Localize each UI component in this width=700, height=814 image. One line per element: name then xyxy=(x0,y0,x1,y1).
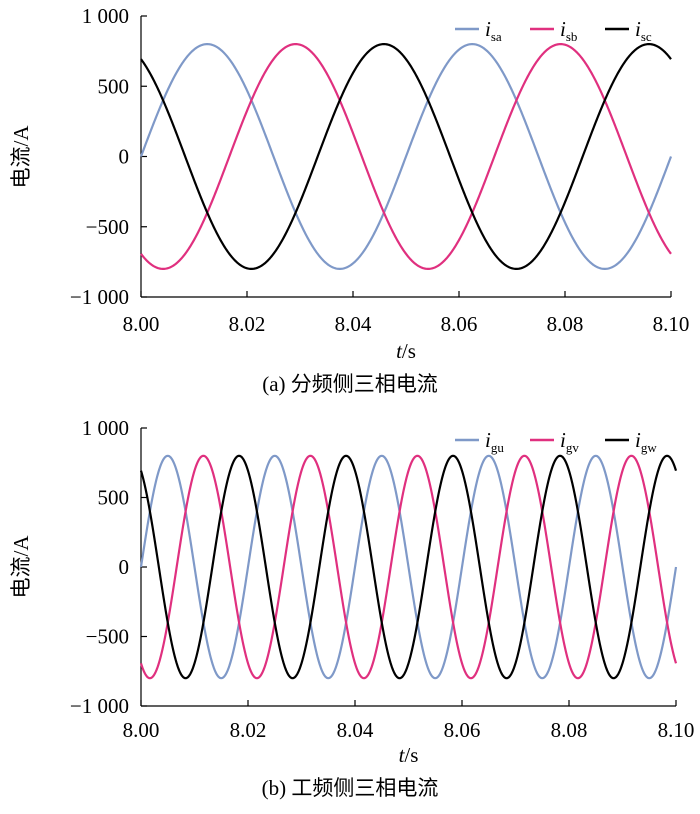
x-tick-label: 8.00 xyxy=(123,718,160,742)
x-tick-label: 8.04 xyxy=(335,312,372,336)
x-tick-label: 8.08 xyxy=(547,312,584,336)
legend-label-gw: igw xyxy=(635,428,657,455)
y-tick-label: −1 000 xyxy=(70,285,129,309)
x-tick-label: 8.08 xyxy=(551,718,588,742)
series-line-gu xyxy=(139,454,678,680)
series-line-gv xyxy=(139,454,678,680)
legend-label-gu: igu xyxy=(485,428,504,455)
x-tick-label: 8.02 xyxy=(230,718,267,742)
y-tick-label: 0 xyxy=(119,145,130,169)
y-axis-label: 电流/A xyxy=(9,535,33,599)
x-axis-label: t/s xyxy=(399,743,419,767)
series-line-sc xyxy=(140,42,672,271)
series-line-gw xyxy=(139,454,678,680)
y-tick-label: 0 xyxy=(119,555,130,579)
x-tick-label: 8.06 xyxy=(444,718,481,742)
x-tick-label: 8.10 xyxy=(653,312,690,336)
chart-panel-a: 1 000 500 0 −500 −1 000 8.00 8.02 8.04 8.06 8.08 8… xyxy=(9,4,689,396)
x-tick-label: 8.10 xyxy=(658,718,695,742)
y-tick-label: 500 xyxy=(98,486,130,510)
legend: isa isb isc xyxy=(455,17,652,44)
legend-label-sb: isb xyxy=(560,17,577,44)
legend-label-sa: isa xyxy=(485,17,502,44)
figure-caption: (a) 分频侧三相电流 xyxy=(262,372,438,396)
x-tick-label: 8.04 xyxy=(337,718,374,742)
y-tick-label: 1 000 xyxy=(82,4,129,28)
series-line-sa xyxy=(139,42,673,271)
y-axis-label: 电流/A xyxy=(9,125,33,189)
x-tick-label: 8.02 xyxy=(229,312,266,336)
y-tick-label: 1 000 xyxy=(82,416,129,440)
y-tick-label: −500 xyxy=(86,625,129,649)
figure-caption: (b) 工频侧三相电流 xyxy=(262,776,439,800)
legend-label-sc: isc xyxy=(635,17,652,44)
x-tick-label: 8.06 xyxy=(441,312,478,336)
y-tick-label: −500 xyxy=(86,215,129,239)
x-tick-label: 8.00 xyxy=(123,312,160,336)
series-line-sb xyxy=(140,42,672,271)
y-tick-label: 500 xyxy=(98,74,130,98)
legend-label-gv: igv xyxy=(560,428,579,455)
legend: igu igv igw xyxy=(455,428,657,455)
y-tick-label: −1 000 xyxy=(70,694,129,718)
x-axis-label: t/s xyxy=(396,339,416,363)
